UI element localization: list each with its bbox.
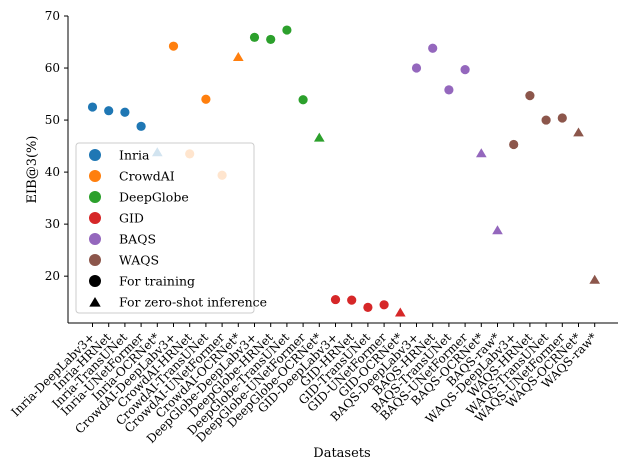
legend: Inria CrowdAI DeepGlobe GID BAQS WAQS For trai… xyxy=(75,142,267,314)
data-point-inria-transunet xyxy=(120,107,130,117)
data-point-baqs-hrnet xyxy=(428,43,438,53)
legend-marker-for-training xyxy=(89,275,101,287)
y-tick-label: 30 xyxy=(45,217,60,231)
data-point-gid-transunet xyxy=(363,302,373,312)
data-point-waqs-hrnet xyxy=(525,91,535,101)
data-point-gid-hrnet xyxy=(347,295,357,305)
data-point-crowdai-deeplabv3 xyxy=(168,41,179,51)
data-point-waqs-raw xyxy=(589,274,601,284)
x-axis-label: Datasets xyxy=(313,446,370,461)
y-tick-label: 40 xyxy=(45,165,60,179)
y-tick-labels: 20 30 40 50 60 70 xyxy=(45,9,68,283)
data-point-crowdai-transunet xyxy=(201,94,211,104)
data-point-baqs-ocrnet xyxy=(475,148,487,158)
data-point-deepglobe-deeplabv3 xyxy=(249,32,260,42)
data-point-waqs-unetformer xyxy=(557,113,567,123)
legend-label: GID xyxy=(119,211,144,226)
legend-label: Inria xyxy=(119,148,150,163)
legend-label: For training xyxy=(119,274,195,289)
data-point-waqs-transunet xyxy=(541,115,551,125)
legend-frame xyxy=(75,142,255,314)
data-point-inria-hrnet xyxy=(104,106,114,116)
legend-marker-gid xyxy=(89,212,101,224)
legend-label: CrowdAI xyxy=(119,169,175,184)
data-point-deepglobe-ocrnet xyxy=(313,132,325,142)
y-tick-label: 60 xyxy=(45,61,60,75)
data-point-crowdai-ocrnet xyxy=(232,52,244,61)
data-point-baqs-deeplabv3 xyxy=(411,63,422,73)
y-tick-label: 70 xyxy=(45,9,60,23)
data-point-inria-deeplabv3 xyxy=(87,102,98,112)
y-tick-label: 20 xyxy=(45,269,60,283)
legend-label: BAQS xyxy=(119,232,156,247)
x-tick-labels: Inria-DeepLabv3+Inria-HRNetInria-TransUN… xyxy=(9,323,600,446)
data-point-deepglobe-hrnet xyxy=(266,34,276,45)
axes xyxy=(67,16,618,324)
data-point-gid-ocrnet xyxy=(394,307,406,317)
legend-marker-waqs xyxy=(89,254,101,266)
data-point-waqs-deeplabv3 xyxy=(509,139,519,150)
y-axis-label: EIB@3(%) xyxy=(25,136,40,204)
y-tick-label: 50 xyxy=(45,113,60,127)
legend-marker-crowdai xyxy=(89,170,101,182)
data-point-deepglobe-transunet xyxy=(282,25,292,35)
data-point-gid-unetformer xyxy=(379,300,389,310)
data-point-baqs-unetformer xyxy=(460,64,470,75)
data-point-deepglobe-unetformer xyxy=(298,95,308,105)
legend-marker-deepglobe xyxy=(89,191,101,203)
legend-label: WAQS xyxy=(119,253,159,268)
data-point-waqs-ocrnet xyxy=(573,127,584,137)
legend-label: DeepGlobe xyxy=(119,190,189,205)
legend-label: For zero-shot inference xyxy=(119,295,267,310)
data-point-baqs-transunet xyxy=(444,85,454,95)
legend-marker-baqs xyxy=(89,233,101,245)
data-point-gid-deeplabv3 xyxy=(330,294,341,305)
data-point-baqs-raw xyxy=(492,225,503,235)
legend-marker-inria xyxy=(89,149,101,161)
data-point-inria-unetformer xyxy=(136,121,146,131)
legend-marker-for-zero-shot-inference xyxy=(89,297,101,307)
